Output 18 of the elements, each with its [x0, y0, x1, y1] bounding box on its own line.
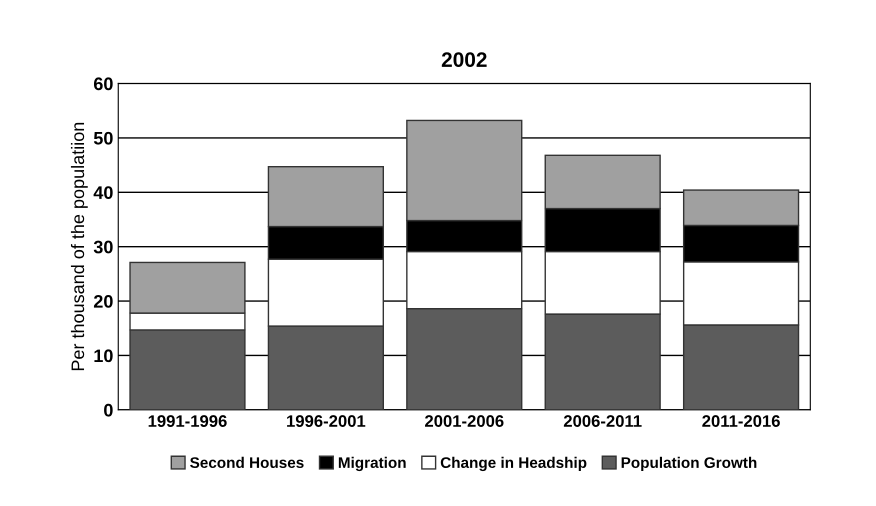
y-tick-label: 10: [94, 349, 113, 362]
x-tick-label: 2011-2016: [702, 415, 780, 427]
y-tick-label: 0: [104, 404, 113, 417]
y-tick-label: 20: [94, 295, 113, 308]
x-tick-label: 2001-2006: [425, 415, 504, 427]
x-tick-label: 2006-2011: [564, 415, 642, 427]
legend-label: Change in Headship: [440, 456, 586, 472]
x-tick-label: 1996-2001: [287, 415, 366, 427]
y-tick-label: 50: [94, 132, 113, 145]
y-axis-title: Per thousand of the populatiion: [70, 122, 88, 370]
legend-label: Second Houses: [190, 456, 304, 468]
legend-label: Migration: [338, 456, 406, 472]
legend-label: Population Growth: [622, 456, 756, 472]
x-tick-label: 1991-1996: [148, 415, 227, 427]
y-tick-label: 60: [94, 77, 113, 90]
y-tick-label: 40: [94, 186, 113, 199]
chart-title: 2002: [442, 52, 487, 68]
y-tick-label: 30: [94, 240, 113, 254]
